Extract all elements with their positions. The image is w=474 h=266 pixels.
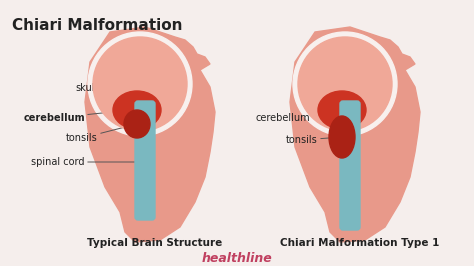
Polygon shape <box>290 27 420 242</box>
Ellipse shape <box>88 32 192 136</box>
Text: tonsils: tonsils <box>66 124 137 143</box>
Text: cerebellum: cerebellum <box>255 110 336 123</box>
Text: Chiari Malformation: Chiari Malformation <box>12 18 182 33</box>
Ellipse shape <box>298 37 392 131</box>
Text: spinal cord: spinal cord <box>31 157 145 167</box>
FancyBboxPatch shape <box>135 101 155 220</box>
Text: skull: skull <box>76 44 140 93</box>
Ellipse shape <box>93 37 187 131</box>
Ellipse shape <box>293 32 397 136</box>
FancyBboxPatch shape <box>340 101 360 230</box>
Polygon shape <box>85 27 215 242</box>
Ellipse shape <box>318 91 366 129</box>
Text: tonsils: tonsils <box>286 135 342 145</box>
Ellipse shape <box>329 116 355 158</box>
Ellipse shape <box>113 91 161 129</box>
Ellipse shape <box>124 110 150 138</box>
Text: cerebellum: cerebellum <box>23 110 131 123</box>
Text: Chiari Malformation Type 1: Chiari Malformation Type 1 <box>280 238 440 248</box>
Text: Typical Brain Structure: Typical Brain Structure <box>87 238 223 248</box>
Text: healthline: healthline <box>201 251 273 264</box>
